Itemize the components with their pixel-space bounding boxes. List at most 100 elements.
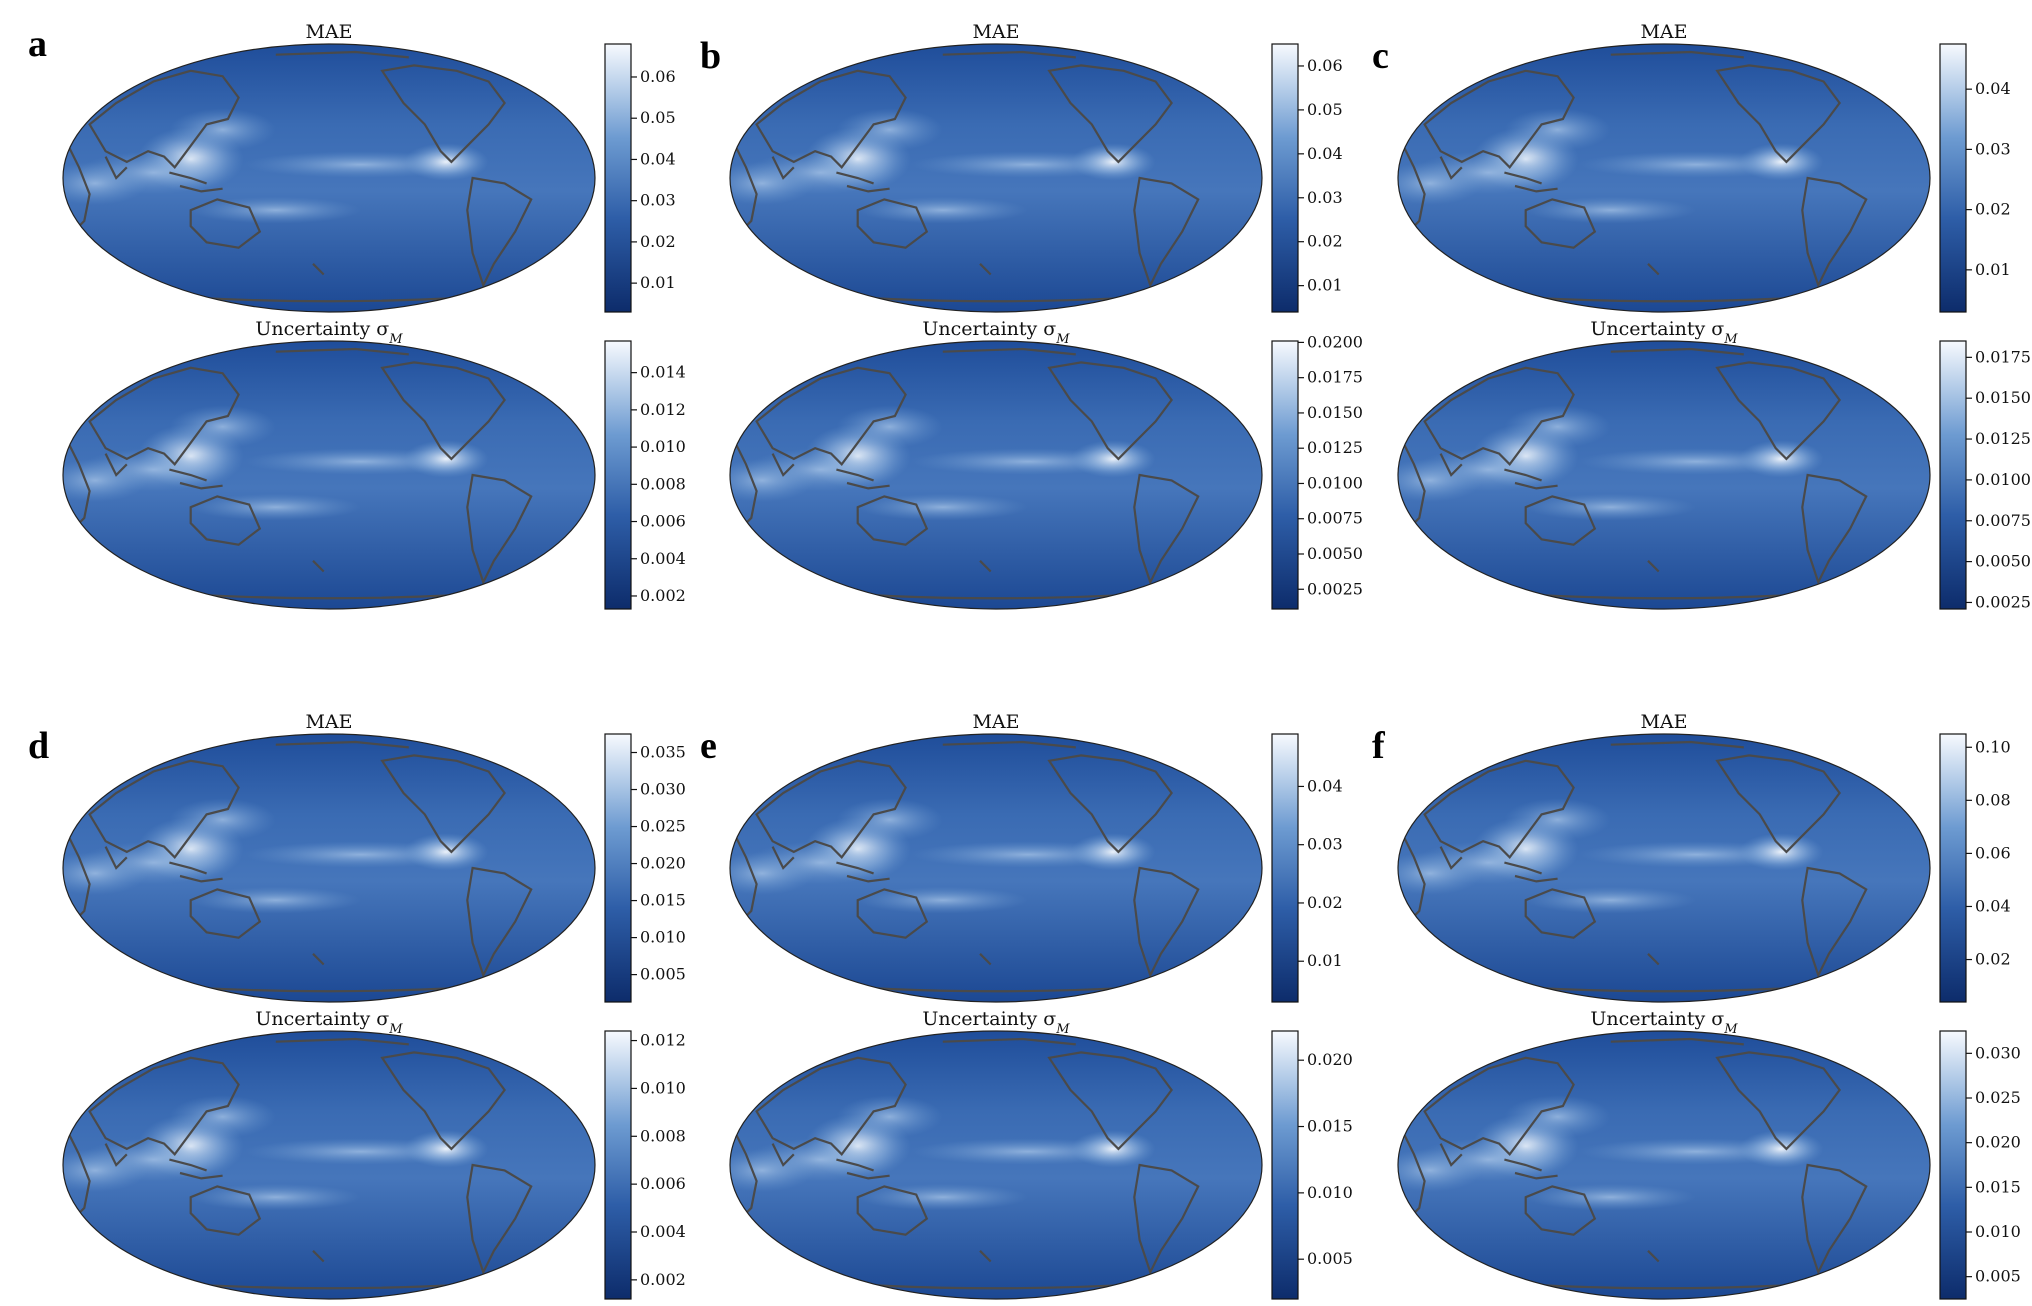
plot-title: Uncertainty σM (922, 318, 1070, 347)
intensity-region (836, 108, 943, 152)
coastline (1715, 64, 1841, 164)
intensity-region (169, 1095, 276, 1139)
plot-title: Uncertainty σM (255, 318, 403, 347)
coastline (88, 69, 240, 169)
intensity-region (1070, 440, 1156, 478)
coastline (1423, 366, 1575, 466)
coastline (169, 1158, 223, 1180)
colorbar-tick-label: 0.010 (1307, 1183, 1353, 1202)
plot-title: MAE (305, 21, 352, 43)
coastline (1398, 824, 1426, 923)
map-border (62, 1030, 596, 1300)
coastline (730, 431, 758, 530)
intensity-region (1504, 405, 1611, 449)
plot-title: Uncertainty σM (255, 1008, 403, 1037)
coastline (1439, 1143, 1463, 1167)
colorbar-tick-label: 0.06 (1307, 56, 1343, 75)
coastline (104, 453, 128, 477)
intensity-region (836, 405, 943, 449)
colorbar-tick-label: 0.005 (1975, 1267, 2021, 1286)
coastline (979, 560, 992, 573)
plot-title: MAE (305, 711, 352, 733)
coastline (466, 866, 533, 979)
colorbar-tick-label: 0.015 (1975, 1177, 2021, 1196)
coastline (1801, 866, 1868, 979)
colorbar-tick-label: 0.012 (640, 1031, 686, 1050)
coastline (1715, 754, 1841, 854)
colorbar-tick-label: 0.0150 (1307, 403, 1363, 422)
coastline (189, 198, 262, 249)
plot-title: Uncertainty σM (922, 1008, 1070, 1037)
panel-label-d: d (28, 725, 49, 767)
map-border (1397, 733, 1931, 1003)
coastline (836, 468, 890, 490)
coastline (169, 171, 223, 193)
colorbar-tick-label: 0.02 (640, 232, 676, 251)
coastline (836, 1158, 890, 1180)
coastline (755, 69, 907, 169)
coastline (88, 366, 240, 466)
map-panel-e-mae: MAE 0.01 0.02 0.03 0.04 (729, 711, 1343, 1003)
coastline (979, 263, 992, 276)
colorbar-tick-label: 0.04 (1307, 144, 1343, 163)
coastline (104, 156, 128, 180)
coastline (312, 263, 325, 276)
colorbar-tick-label: 0.0050 (1307, 544, 1363, 563)
colorbar-gradient (604, 733, 632, 1003)
intensity-region (169, 405, 276, 449)
intensity-region (836, 1095, 943, 1139)
coastline (1047, 754, 1173, 854)
colorbar-tick-label: 0.030 (640, 780, 686, 799)
intensity-region (1504, 108, 1611, 152)
coastline (1133, 1163, 1200, 1276)
map-border (729, 733, 1263, 1003)
colorbar-gradient (604, 340, 632, 610)
intensity-region (63, 851, 149, 895)
colorbar-tick-label: 0.006 (640, 512, 686, 531)
intensity-region (1398, 458, 1484, 502)
coastline (1133, 473, 1200, 586)
map-border (729, 340, 1263, 610)
colorbar: 0.0025 0.0050 0.0075 0.0100 0.0125 0.0150 0.01… (1939, 340, 2031, 611)
colorbar-tick-label: 0.0075 (1975, 511, 2031, 530)
coastline (1504, 468, 1558, 490)
colorbar-tick-label: 0.02 (1307, 893, 1343, 912)
colorbar-tick-label: 0.01 (640, 273, 676, 292)
intensity-region (730, 458, 816, 502)
map-panel-a-uncertainty: Uncertainty σM0.0020.0040.0060.0080.0100… (62, 318, 686, 610)
colorbar-tick-label: 0.008 (640, 1126, 686, 1145)
coastline (63, 824, 91, 923)
intensity-region (403, 833, 489, 871)
coastline (1439, 453, 1463, 477)
intensity-region (1070, 833, 1156, 871)
colorbar: 0.01 0.02 0.03 0.04 (1271, 733, 1343, 1003)
map-panel-b-mae: MAE 0.01 0.02 0.03 0.04 0.05 0.06 (729, 21, 1343, 313)
intensity-region (1504, 1095, 1611, 1139)
coastline (1647, 1250, 1660, 1263)
map-border (1397, 340, 1931, 610)
map-panel-a-mae: MAE 0.01 0.02 0.03 0.04 0.05 0.06 (62, 21, 676, 313)
colorbar-tick-label: 0.015 (1307, 1117, 1353, 1136)
panel-label-e: e (700, 725, 717, 767)
coastline (1504, 1158, 1558, 1180)
coastline (1398, 431, 1426, 530)
colorbar-tick-label: 0.03 (1307, 188, 1343, 207)
colorbar-tick-label: 0.015 (640, 891, 686, 910)
coastline (1423, 1056, 1575, 1156)
intensity-region (1070, 143, 1156, 181)
map-border (62, 43, 596, 313)
colorbar-tick-label: 0.010 (640, 437, 686, 456)
coastline (169, 861, 223, 883)
colorbar-gradient (1271, 43, 1299, 313)
coastline (1524, 495, 1597, 546)
coastline (275, 347, 409, 356)
coastline (1647, 263, 1660, 276)
panel-label-f: f (1372, 725, 1386, 767)
map-border (729, 1030, 1263, 1300)
map-panel-f-mae: MAE 0.02 0.04 0.06 0.08 0.10 (1397, 711, 2011, 1003)
coastline (730, 824, 758, 923)
coastline (63, 431, 91, 530)
coastline (1133, 176, 1200, 289)
colorbar-tick-label: 0.03 (1975, 139, 2011, 158)
